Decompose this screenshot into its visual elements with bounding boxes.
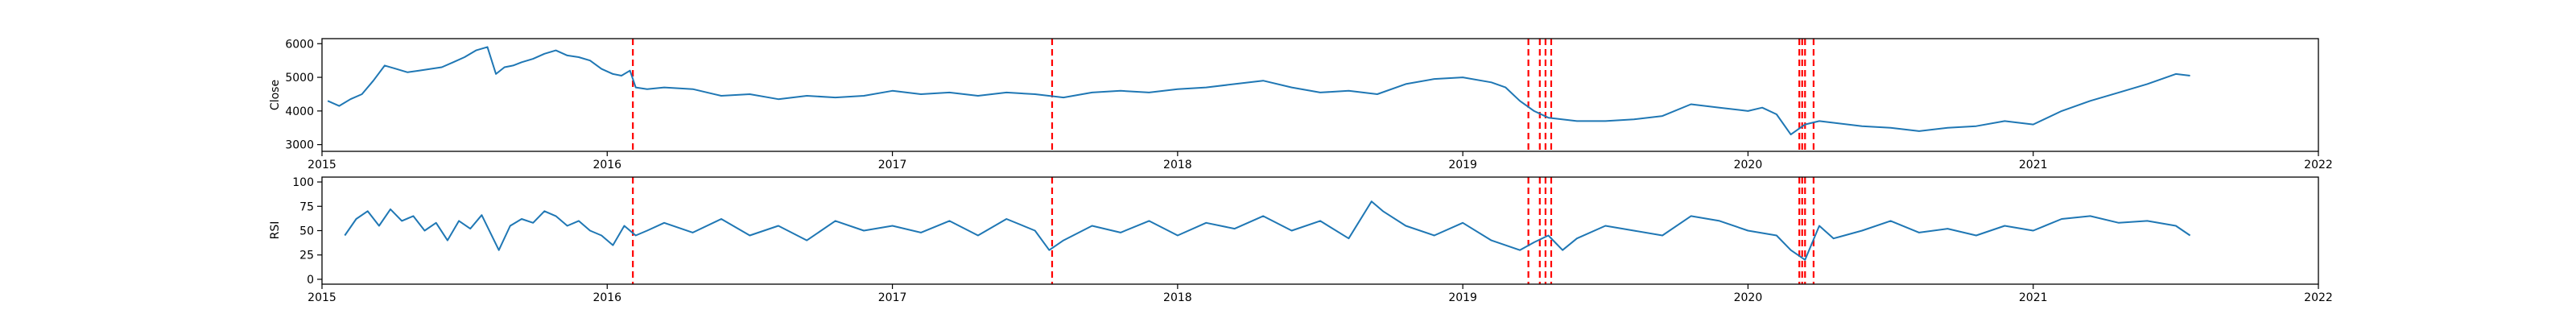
rsi-xtick-label-3: 2018 [1163, 291, 1192, 304]
close-ytick-label-0: 3000 [285, 139, 314, 152]
rsi-ytick-label-1: 25 [299, 250, 314, 262]
rsi-xtick-label-7: 2022 [2304, 291, 2333, 304]
rsi-xtick-label-0: 2015 [308, 291, 336, 304]
rsi-xtick-label-5: 2020 [1734, 291, 1763, 304]
close-ytick-label-3: 6000 [285, 38, 314, 51]
rsi-ylabel: RSI [269, 221, 282, 240]
close-ytick-label-2: 5000 [285, 72, 314, 85]
close-ylabel: Close [269, 80, 282, 110]
rsi-xtick-label-4: 2019 [1448, 291, 1477, 304]
close-xtick-label-4: 2019 [1448, 159, 1477, 171]
close-xtick-label-6: 2021 [2019, 159, 2048, 171]
rsi-xtick-label-2: 2017 [878, 291, 907, 304]
close-ytick-label-1: 4000 [285, 105, 314, 118]
close-xtick-label-1: 2016 [592, 159, 621, 171]
rsi-ytick-label-2: 50 [299, 225, 314, 238]
rsi-ytick-label-3: 75 [299, 200, 314, 213]
close-xtick-label-7: 2022 [2304, 159, 2333, 171]
close-xtick-label-5: 2020 [1734, 159, 1763, 171]
rsi-ytick-label-4: 100 [292, 176, 314, 189]
rsi-xtick-label-1: 2016 [592, 291, 621, 304]
rsi-xtick-label-6: 2021 [2019, 291, 2048, 304]
rsi-ytick-label-0: 0 [307, 274, 314, 287]
close-xtick-label-0: 2015 [308, 159, 336, 171]
close-xtick-label-2: 2017 [878, 159, 907, 171]
close-xtick-label-3: 2018 [1163, 159, 1192, 171]
